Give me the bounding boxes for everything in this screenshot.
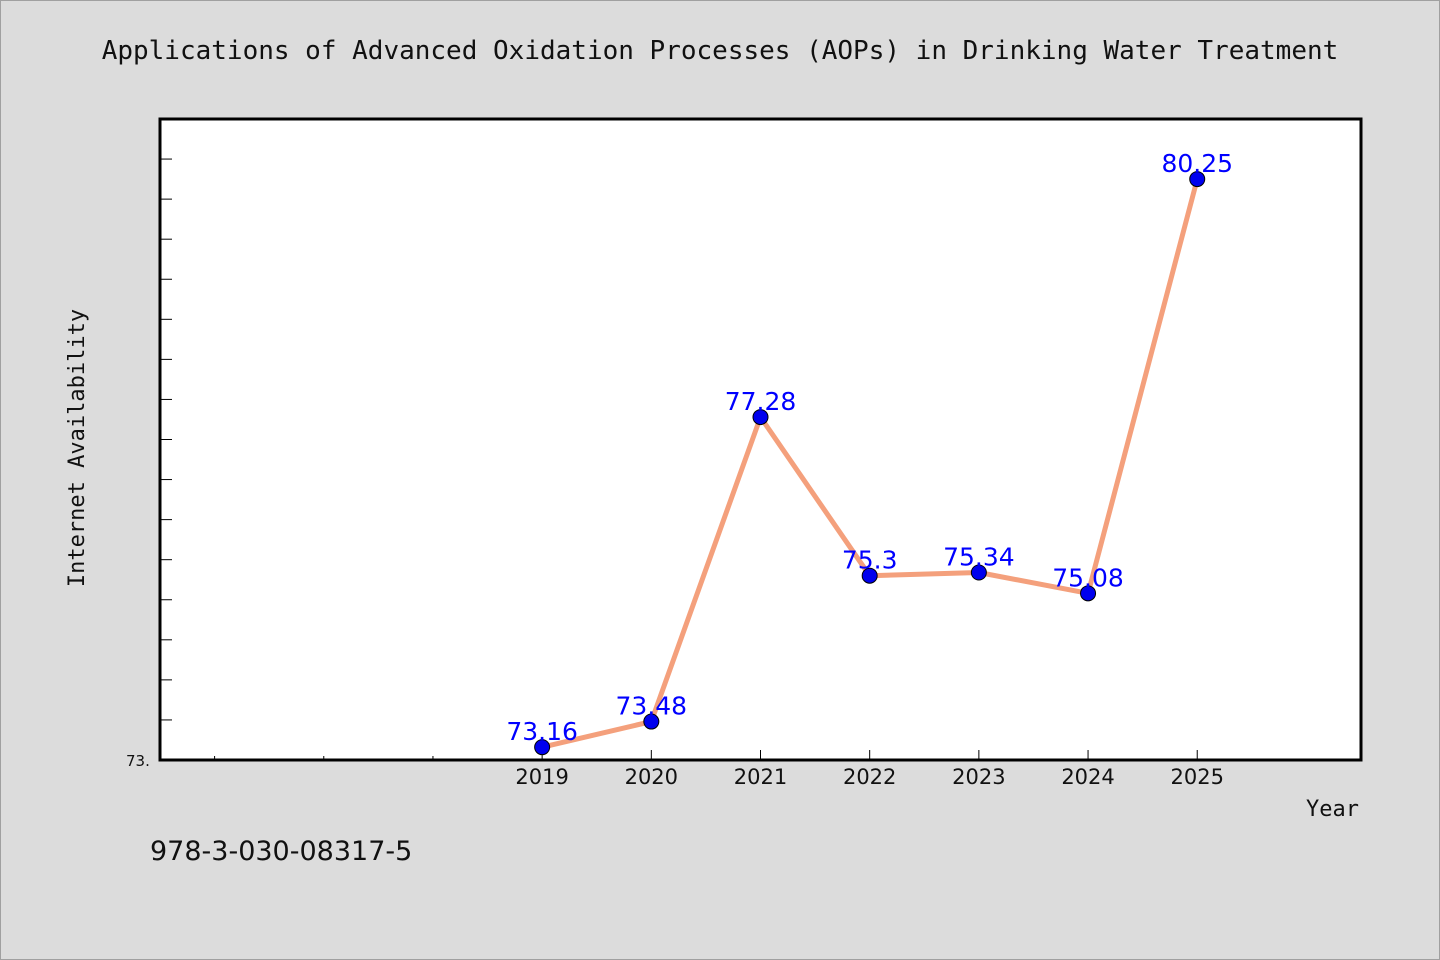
- x-tick-label: 2020: [625, 765, 678, 789]
- data-point: [970, 564, 987, 581]
- y-axis-ticks: [160, 158, 172, 721]
- data-point: [1189, 171, 1206, 188]
- data-labels: 73.16 73.48 77.28 75.3 75.34 75.08 80.25: [506, 149, 1233, 746]
- x-axis-label: Year: [1306, 797, 1359, 822]
- x-tick-label: 2019: [515, 765, 568, 789]
- data-point: [752, 409, 769, 426]
- data-label: 75.08: [1052, 563, 1124, 592]
- data-label: 73.48: [616, 692, 688, 721]
- x-tick-label: 2022: [843, 765, 896, 789]
- data-label: 73.16: [506, 717, 578, 746]
- data-label: 75.34: [943, 543, 1015, 572]
- data-label: 77.28: [725, 387, 797, 416]
- y-tick-label: 73.: [126, 752, 150, 770]
- x-tick-label: 2024: [1061, 765, 1114, 789]
- plot-area: [158, 117, 1363, 762]
- data-point: [534, 739, 551, 756]
- data-label: 75.3: [842, 546, 898, 575]
- x-axis-minor-ticks: [214, 756, 434, 760]
- chart-title: Applications of Advanced Oxidation Proce…: [101, 36, 1339, 66]
- x-tick-label: 2021: [734, 765, 787, 789]
- data-label: 80.25: [1161, 149, 1233, 178]
- data-point: [861, 567, 878, 584]
- footer-note: 978-3-030-08317-5: [150, 836, 413, 867]
- y-axis-label: Internet Availability: [65, 309, 90, 587]
- data-points: [534, 171, 1206, 756]
- data-point: [643, 713, 660, 730]
- data-point: [1080, 585, 1097, 602]
- x-tick-label: 2025: [1171, 765, 1224, 789]
- x-tick-label: 2023: [952, 765, 1005, 789]
